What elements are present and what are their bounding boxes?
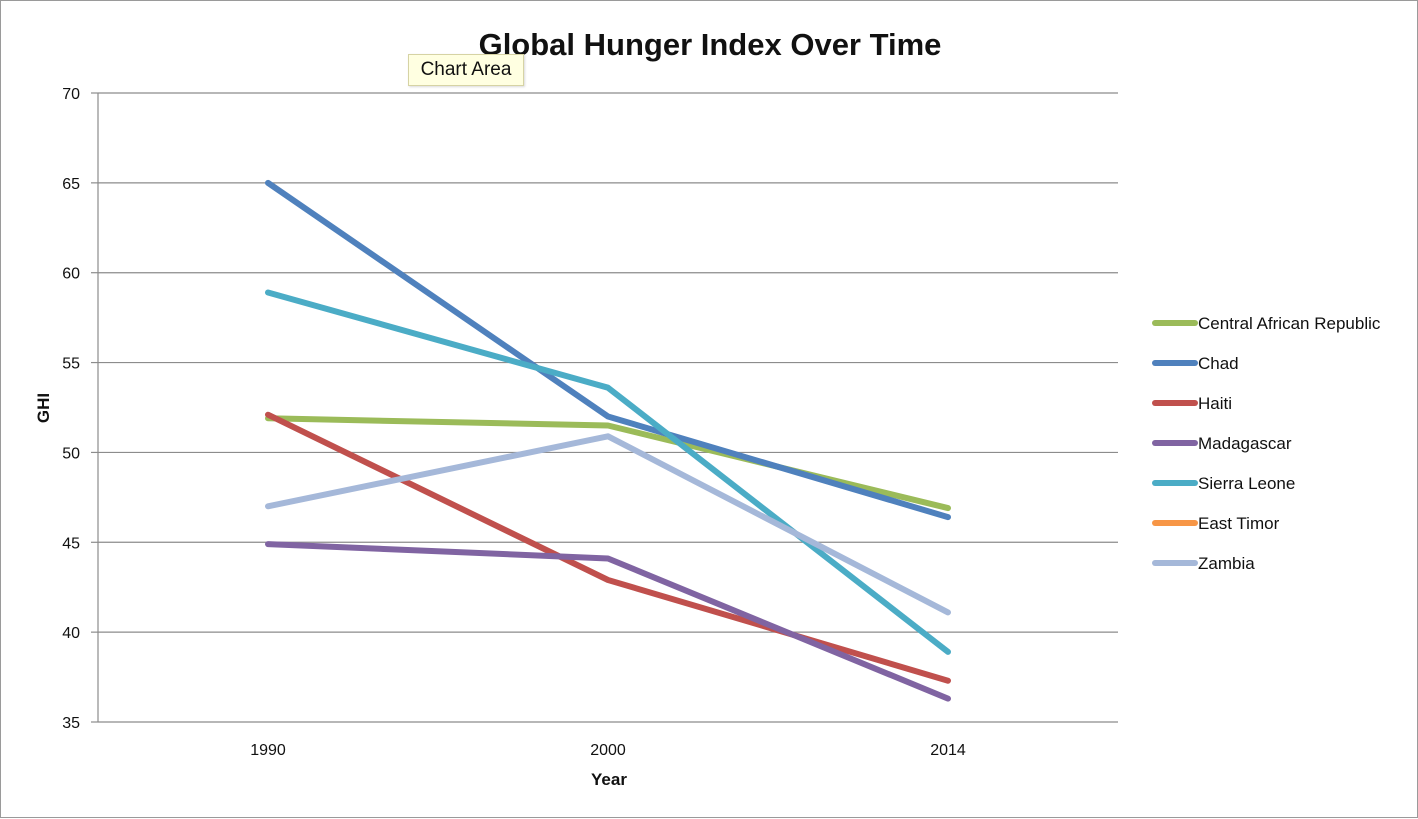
y-tick-label: 70 (62, 86, 80, 103)
y-axis-ticks: 35 40 45 50 55 60 65 70 (62, 86, 80, 732)
chart-title: Global Hunger Index Over Time (479, 27, 942, 62)
x-tick-label: 2014 (930, 742, 966, 759)
y-tick-label: 55 (62, 356, 80, 373)
x-axis-title: Year (591, 770, 627, 789)
series-line-chad[interactable] (265, 179, 951, 521)
y-tick-label: 40 (62, 625, 80, 642)
chart-area-tooltip: Chart Area (408, 54, 524, 86)
legend-label-haiti: Haiti (1198, 394, 1232, 413)
y-tick-label: 50 (62, 445, 80, 462)
legend-label-east-timor: East Timor (1198, 514, 1280, 533)
legend-label-sierra-leone: Sierra Leone (1198, 474, 1295, 493)
legend-label-central-african-republic: Central African Republic (1198, 314, 1381, 333)
gridlines (91, 92, 1118, 723)
y-tick-label: 60 (62, 266, 80, 283)
legend-label-madagascar: Madagascar (1198, 434, 1292, 453)
x-axis-ticks: 1990 2000 2014 (250, 742, 966, 759)
series-line-haiti[interactable] (265, 411, 951, 684)
y-tick-label: 35 (62, 715, 80, 732)
plot-series (265, 179, 951, 702)
x-tick-label: 2000 (590, 742, 626, 759)
series-line-zambia[interactable] (265, 433, 951, 616)
legend[interactable]: Central African Republic Chad Haiti Madagas… (1152, 314, 1381, 573)
series-line-madagascar[interactable] (265, 541, 951, 702)
legend-label-chad: Chad (1198, 354, 1239, 373)
x-tick-label: 1990 (250, 742, 286, 759)
legend-label-zambia: Zambia (1198, 554, 1255, 573)
series-line-sierra-leone[interactable] (265, 289, 951, 655)
y-axis-title: GHI (34, 393, 53, 423)
y-tick-label: 65 (62, 176, 80, 193)
y-tick-label: 45 (62, 535, 80, 552)
